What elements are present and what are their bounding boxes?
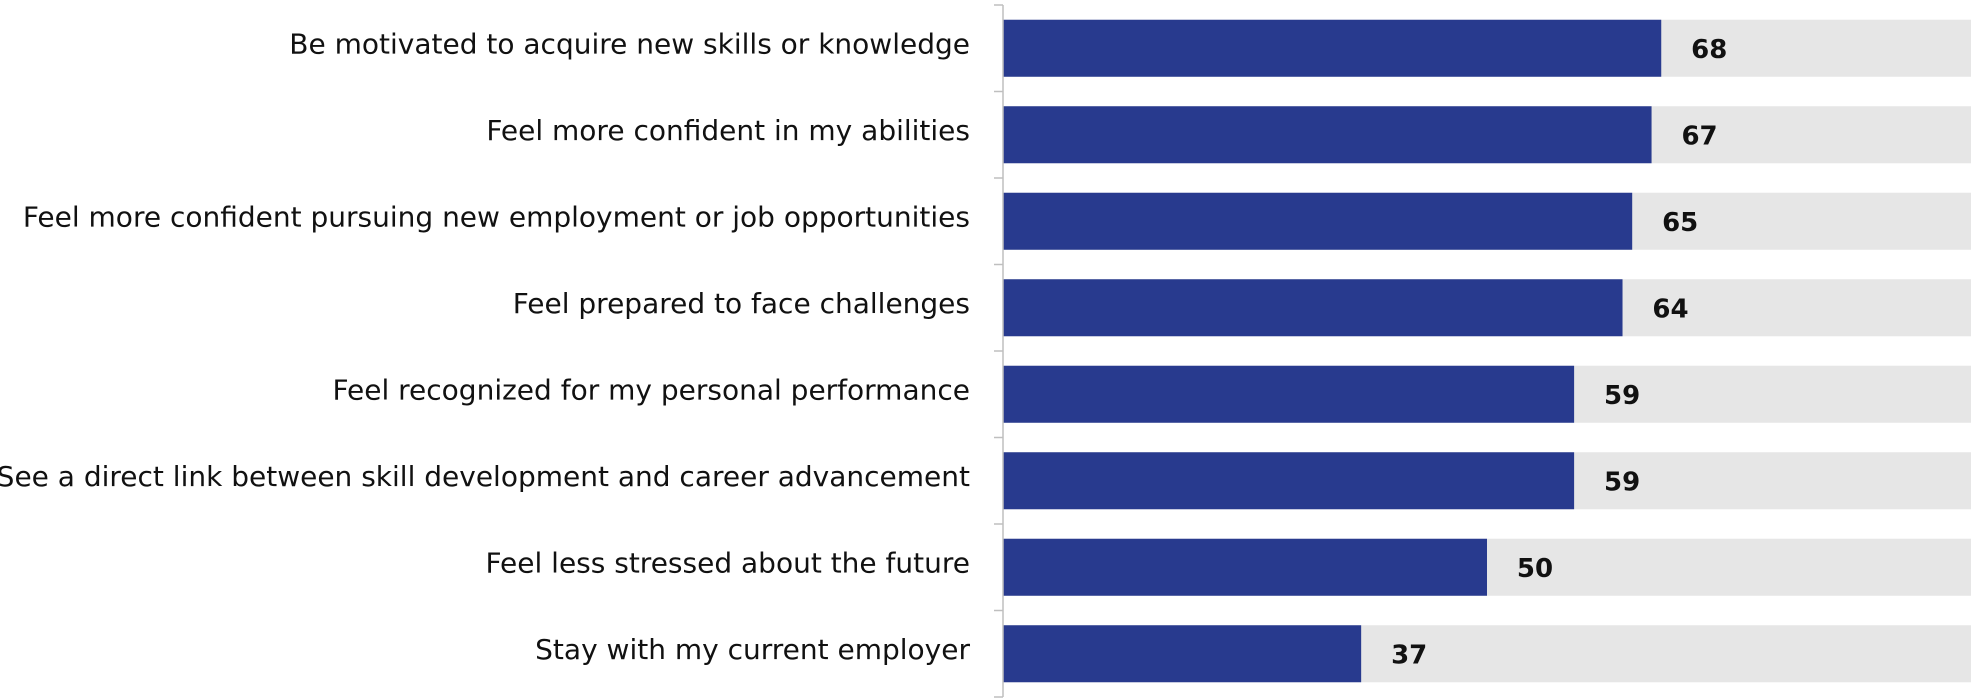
value-label: 68 — [1691, 35, 1727, 65]
category-label: Feel less stressed about the future — [485, 546, 970, 579]
category-label: Feel more confident in my abilities — [486, 114, 970, 147]
bar — [1003, 19, 1662, 77]
bar — [1003, 625, 1362, 683]
bar — [1003, 192, 1633, 250]
category-label: Feel more confident pursuing new employm… — [23, 200, 970, 233]
category-label: Feel recognized for my personal performa… — [332, 373, 970, 406]
bar — [1003, 279, 1623, 337]
bar — [1003, 452, 1575, 510]
category-label: Feel prepared to face challenges — [513, 287, 970, 320]
bar — [1003, 365, 1575, 423]
value-label: 67 — [1681, 121, 1717, 151]
bar — [1003, 106, 1652, 164]
category-label: Stay with my current employer — [535, 633, 970, 666]
category-label: Be motivated to acquire new skills or kn… — [289, 27, 970, 60]
value-label: 65 — [1662, 208, 1698, 238]
value-label: 37 — [1391, 640, 1427, 670]
value-label: 50 — [1517, 554, 1553, 584]
value-label: 59 — [1604, 381, 1640, 411]
value-label: 59 — [1604, 467, 1640, 497]
category-label: See a direct link between skill developm… — [0, 460, 970, 493]
bar — [1003, 538, 1487, 596]
value-label: 64 — [1652, 294, 1688, 324]
